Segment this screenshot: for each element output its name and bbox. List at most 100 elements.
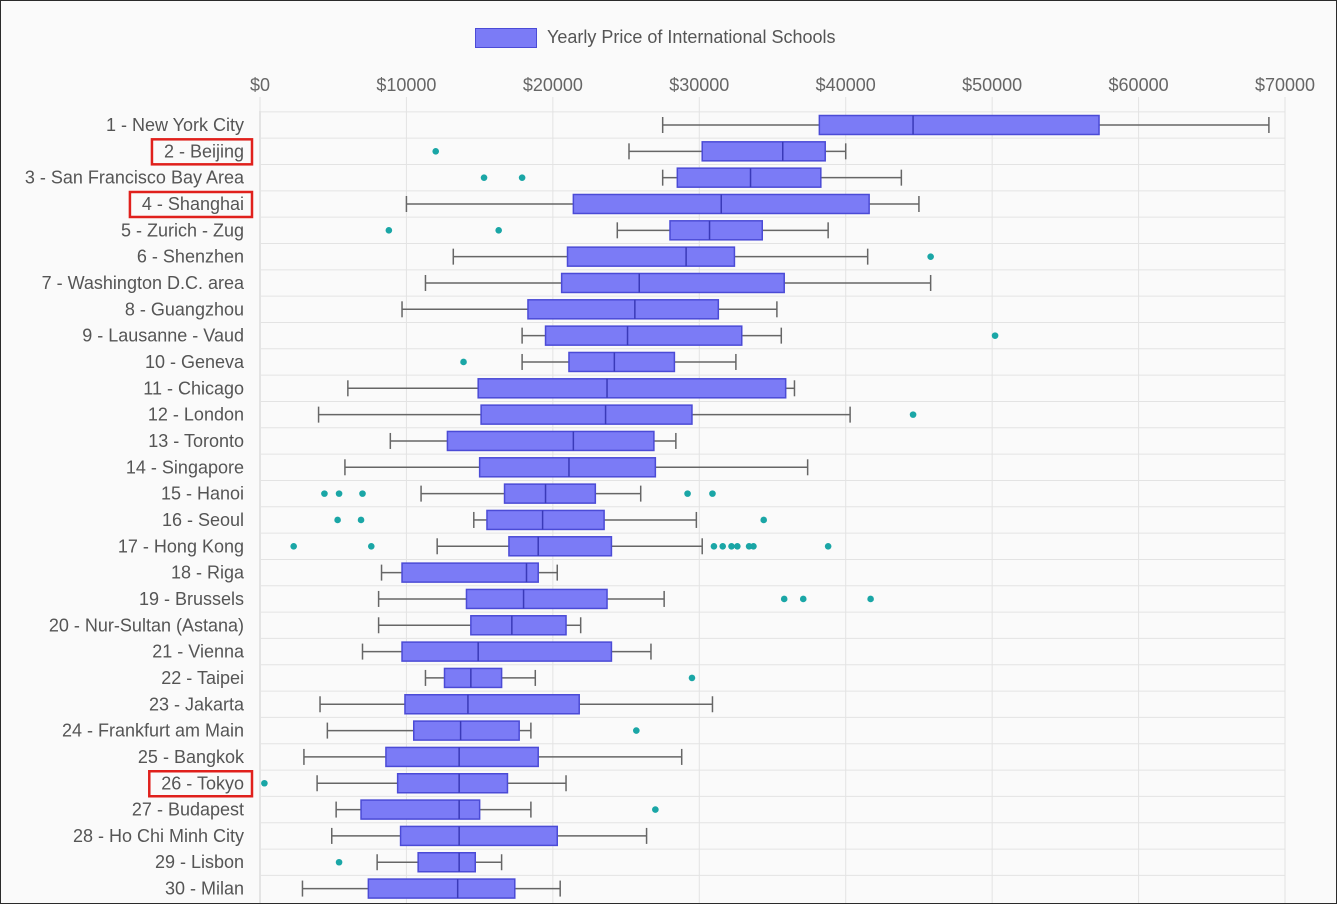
- outlier-point: [760, 516, 768, 524]
- outlier-point: [710, 542, 718, 550]
- outlier-point: [652, 806, 659, 813]
- outlier-point: [261, 779, 268, 787]
- box: [527, 299, 720, 320]
- box: [477, 378, 787, 399]
- y-tick-label: 18 - Riga: [171, 563, 245, 583]
- highlight-box: [150, 138, 254, 166]
- legend-label: Yearly Price of International Schools: [547, 27, 836, 47]
- outlier-point: [290, 542, 297, 550]
- y-tick-label: 7 - Washington D.C. area: [42, 273, 245, 293]
- y-tick-label: 5 - Zurich - Zug: [121, 220, 244, 240]
- y-tick-label: 30 - Milan: [165, 879, 244, 899]
- box: [560, 272, 785, 294]
- y-tick-label: 22 - Taipei: [161, 668, 244, 688]
- x-tick-label: $0: [250, 75, 270, 95]
- box: [508, 536, 613, 557]
- y-tick-label: 26 - Tokyo: [161, 773, 244, 793]
- outlier-point: [688, 674, 696, 682]
- box: [401, 641, 613, 662]
- outlier-point: [480, 174, 488, 181]
- chart-legend[interactable]: Yearly Price of International Schools: [475, 27, 836, 48]
- box: [401, 562, 539, 583]
- box: [470, 615, 567, 636]
- box: [446, 430, 655, 452]
- outlier-point: [824, 542, 832, 550]
- outlier-point: [385, 227, 393, 234]
- box: [413, 720, 520, 741]
- outlier-point: [359, 490, 366, 497]
- outlier-point: [335, 858, 343, 866]
- box: [367, 878, 516, 899]
- y-tick-label: 28 - Ho Chi Minh City: [73, 826, 244, 846]
- x-tick-label: $60000: [1109, 75, 1169, 95]
- outlier-point: [495, 227, 502, 234]
- legend-swatch: [475, 27, 537, 48]
- y-tick-label: 10 - Geneva: [145, 352, 245, 372]
- x-tick-label: $70000: [1255, 75, 1315, 95]
- y-tick-label: 23 - Jakarta: [149, 694, 245, 714]
- box: [360, 799, 481, 820]
- x-tick-label: $20000: [523, 75, 583, 95]
- outlier-point: [335, 490, 343, 497]
- box: [544, 325, 743, 346]
- y-tick-label: 4 - Shanghai: [142, 194, 244, 214]
- box: [503, 483, 597, 504]
- box: [480, 404, 693, 425]
- y-tick-label: 17 - Hong Kong: [118, 536, 244, 556]
- y-tick-label: 2 - Beijing: [164, 141, 244, 161]
- y-tick-label: 21 - Vienna: [152, 642, 245, 662]
- box: [385, 746, 539, 768]
- outlier-point: [734, 542, 741, 550]
- outlier-point: [780, 595, 788, 603]
- highlight-box: [128, 190, 254, 219]
- box: [443, 667, 503, 689]
- box: [478, 457, 657, 478]
- y-tick-label: 24 - Frankfurt am Main: [62, 721, 244, 741]
- x-tick-label: $50000: [962, 75, 1022, 95]
- box: [818, 114, 1100, 136]
- box: [676, 167, 822, 188]
- y-tick-label: 15 - Hanoi: [161, 484, 244, 504]
- y-tick-label: 9 - Lausanne - Vaud: [82, 326, 244, 346]
- outlier-point: [367, 542, 375, 550]
- y-tick-label: 3 - San Francisco Bay Area: [25, 168, 245, 188]
- outlier-point: [750, 542, 757, 550]
- outlier-point: [321, 490, 328, 497]
- outlier-point: [432, 148, 440, 155]
- outlier-point: [684, 490, 691, 497]
- y-tick-label: 19 - Brussels: [139, 589, 244, 609]
- outlier-point: [633, 727, 640, 734]
- y-tick-label: 16 - Seoul: [162, 510, 244, 530]
- outlier-point: [334, 516, 341, 524]
- box: [568, 351, 676, 373]
- box: [669, 220, 763, 241]
- y-tick-label: 14 - Singapore: [126, 457, 244, 477]
- y-tick-label: 11 - Chicago: [143, 378, 244, 398]
- x-tick-label: $10000: [376, 75, 436, 95]
- y-tick-label: 12 - London: [148, 405, 244, 425]
- highlight-box: [148, 770, 254, 798]
- x-tick-label: $30000: [669, 75, 729, 95]
- outlier-point: [357, 516, 365, 524]
- outlier-point: [927, 253, 934, 260]
- box: [701, 141, 826, 162]
- y-tick-label: 29 - Lisbon: [155, 852, 244, 872]
- outlier-point: [518, 174, 526, 181]
- outlier-point: [799, 595, 807, 603]
- outlier-point: [728, 542, 735, 550]
- box: [417, 851, 476, 873]
- outlier-point: [867, 595, 874, 603]
- y-tick-label: 8 - Guangzhou: [125, 299, 244, 319]
- y-tick-label: 1 - New York City: [106, 115, 244, 135]
- outlier-point: [909, 411, 917, 418]
- y-tick-label: 27 - Budapest: [132, 800, 244, 820]
- y-tick-label: 25 - Bangkok: [138, 747, 245, 767]
- box: [396, 773, 509, 794]
- y-tick-label: 6 - Shenzhen: [137, 247, 244, 267]
- outlier-point: [719, 542, 727, 550]
- outlier-point: [709, 490, 716, 497]
- box: [399, 825, 559, 847]
- box: [566, 246, 736, 267]
- outlier-point: [460, 358, 467, 366]
